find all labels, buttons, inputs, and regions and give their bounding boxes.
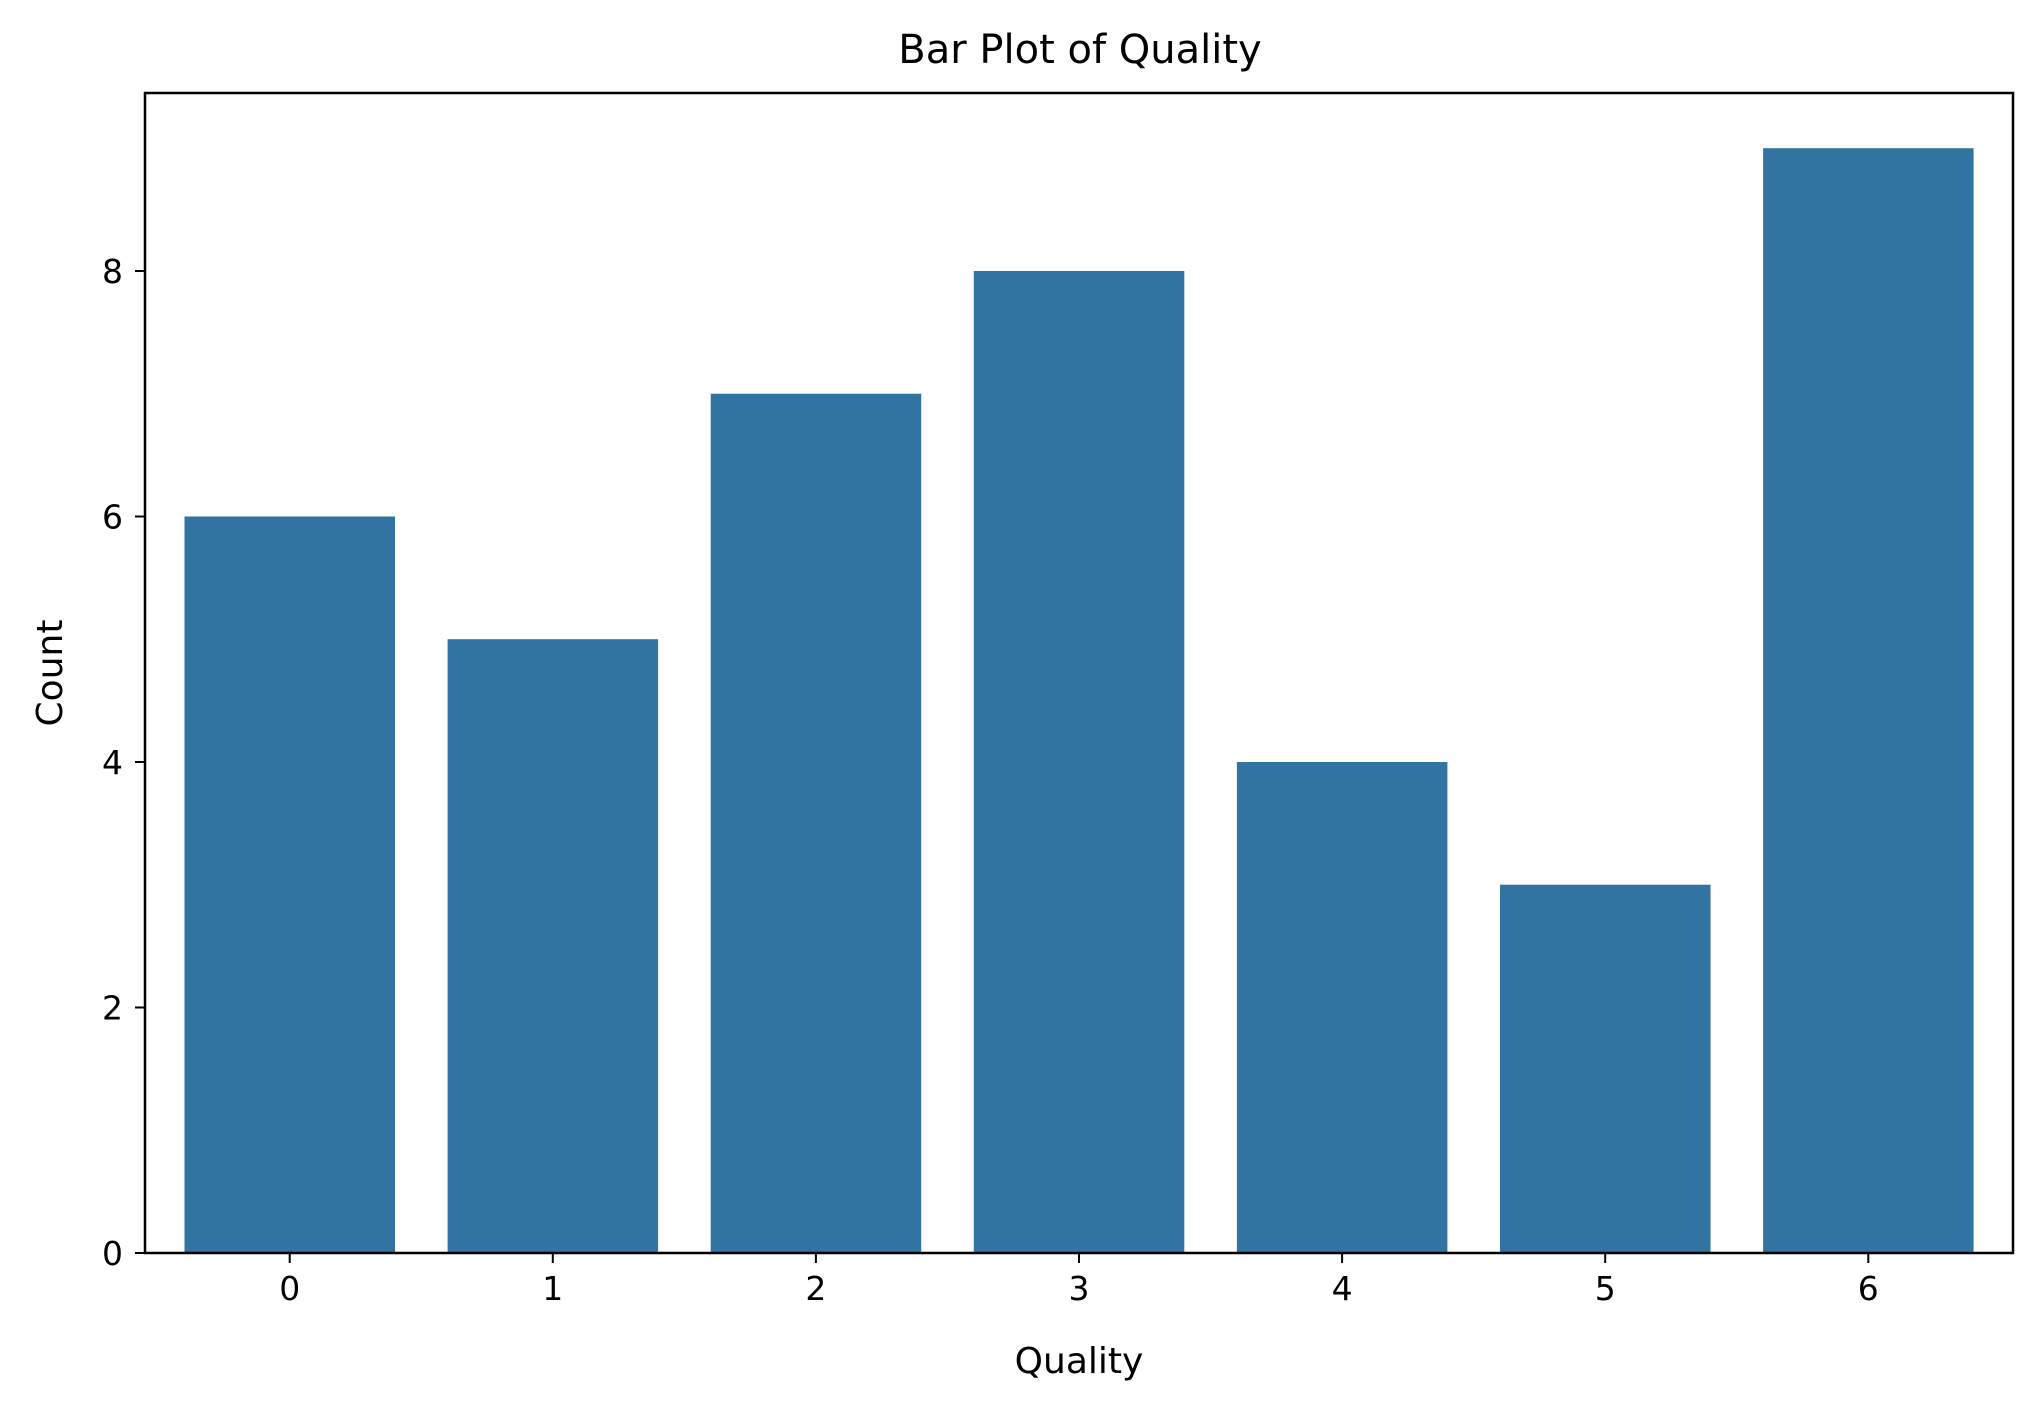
y-tick-label-8: 8 — [102, 252, 123, 291]
bars-group — [184, 148, 1974, 1254]
bar-4 — [1236, 762, 1448, 1253]
plot-area-frame — [143, 91, 2015, 1255]
y-axis-label: Count — [30, 620, 71, 727]
bar-2 — [710, 393, 922, 1253]
x-axis-ticks: 0 1 2 3 4 5 6 — [279, 1253, 1879, 1308]
bar-1 — [447, 639, 659, 1253]
x-tick-label-6: 6 — [1858, 1269, 1879, 1308]
x-tick-label-5: 5 — [1595, 1269, 1616, 1308]
x-tick-label-3: 3 — [1069, 1269, 1090, 1308]
x-tick-label-0: 0 — [279, 1269, 300, 1308]
y-tick-label-4: 4 — [102, 743, 123, 782]
x-axis-label: Quality — [1015, 1341, 1144, 1382]
x-tick-label-4: 4 — [1332, 1269, 1353, 1308]
chart-title: Bar Plot of Quality — [898, 27, 1261, 73]
y-tick-label-0: 0 — [102, 1234, 123, 1273]
y-tick-label-2: 2 — [102, 988, 123, 1027]
bar-0 — [184, 516, 395, 1253]
bar-6 — [1763, 148, 1974, 1254]
x-tick-label-2: 2 — [805, 1269, 826, 1308]
y-tick-label-6: 6 — [102, 497, 123, 536]
bar-5 — [1500, 884, 1711, 1253]
bar-3 — [973, 271, 1185, 1253]
x-tick-label-1: 1 — [542, 1269, 563, 1308]
y-axis-ticks: 0 2 4 6 8 — [102, 252, 145, 1273]
